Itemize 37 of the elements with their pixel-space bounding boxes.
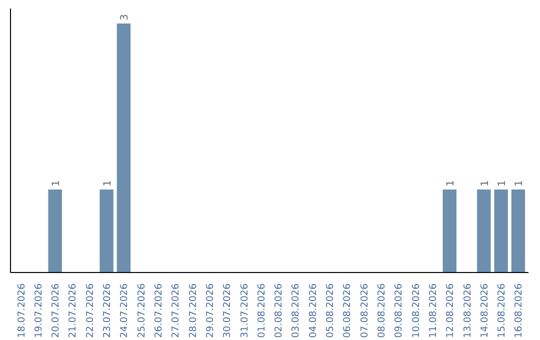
data-label: 3 — [120, 14, 131, 20]
x-tick-label: 29.07.2026 — [204, 283, 216, 338]
x-tick-label: 26.07.2026 — [154, 283, 165, 338]
x-tick-label: 04.08.2026 — [308, 283, 319, 338]
data-label: 1 — [514, 180, 526, 186]
data-label: 1 — [480, 180, 491, 186]
x-tick-label: 07.08.2026 — [359, 283, 370, 338]
x-tick-label: 01.08.2026 — [256, 283, 268, 338]
x-tick-label: 25.07.2026 — [136, 283, 148, 338]
x-tick-label: 30.07.2026 — [222, 283, 234, 338]
x-tick-label: 09.08.2026 — [394, 283, 405, 338]
x-tick-label: 03.08.2026 — [290, 283, 302, 338]
x-tick-label: 13.08.2026 — [462, 283, 474, 338]
x-tick-label: 19.07.2026 — [33, 283, 44, 338]
x-tick-label: 12.08.2026 — [445, 283, 456, 338]
data-label: 1 — [497, 180, 508, 186]
data-label: 1 — [446, 180, 457, 186]
x-tick-label: 06.08.2026 — [342, 283, 354, 338]
x-tick-label: 05.08.2026 — [325, 283, 336, 338]
x-tick-label: 20.07.2026 — [50, 283, 62, 338]
x-tick-label: 10.08.2026 — [410, 283, 422, 338]
x-tick-label: 16.08.2026 — [514, 283, 525, 338]
x-tick-label: 31.07.2026 — [239, 283, 250, 338]
x-tick-label: 11.08.2026 — [428, 283, 439, 338]
data-label: 1 — [102, 180, 114, 186]
x-tick-label: 24.07.2026 — [119, 283, 130, 338]
x-tick-label: 18.07.2026 — [16, 283, 28, 338]
x-tick-label: 08.08.2026 — [376, 283, 388, 338]
x-tick-label: 21.07.2026 — [68, 283, 79, 338]
x-tick-label: 23.07.2026 — [102, 283, 114, 338]
data-label: 1 — [51, 180, 62, 186]
x-tick-label: 27.07.2026 — [170, 283, 182, 338]
x-tick-label: 02.08.2026 — [274, 283, 285, 338]
x-tick-label: 22.07.2026 — [84, 283, 96, 338]
x-tick-label: 28.07.2026 — [188, 283, 199, 338]
x-tick-label: 15.08.2026 — [496, 283, 508, 338]
x-tick-label: 14.08.2026 — [479, 283, 490, 338]
